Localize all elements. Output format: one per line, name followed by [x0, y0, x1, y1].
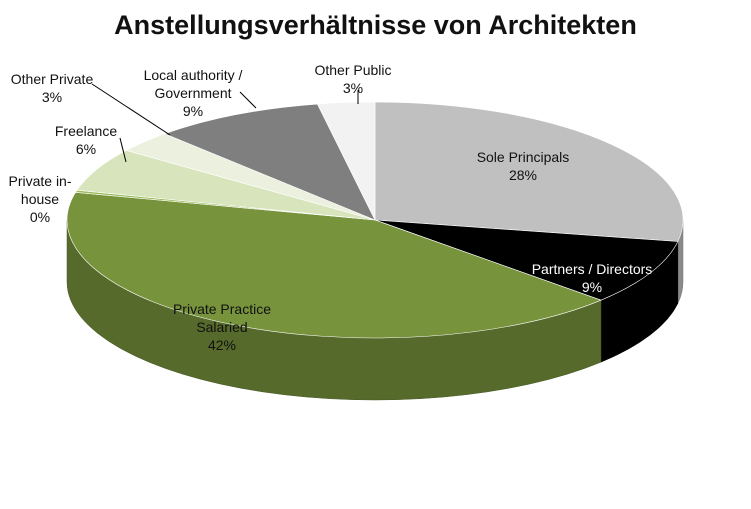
slice-label-0: Sole Principals 28% — [477, 149, 570, 183]
leader-line-6 — [239, 91, 257, 109]
pie-labels: Sole Principals 28% Partners / Directors 9%… — [8, 62, 652, 353]
pie-slice-2 — [66, 192, 602, 339]
pie-slice-6 — [163, 103, 376, 221]
slice-label-2: Private Practice Salaried 42% — [173, 301, 271, 353]
pie-leader-lines — [91, 83, 359, 163]
pie-slice-0 — [374, 101, 684, 242]
pie-slice-7 — [316, 101, 376, 221]
leader-line-4 — [119, 137, 127, 163]
slice-label-6: Local authority / Government 9% — [144, 67, 243, 119]
slice-label-5: Other Private 3% — [11, 71, 94, 105]
chart-title: Anstellungsverhältnisse von Architekten — [114, 10, 637, 40]
slice-label-3: Private in-house 0% — [8, 173, 71, 225]
slice-label-1: Partners / Directors 9% — [532, 261, 653, 295]
slice-label-7: Other Public 3% — [314, 62, 391, 96]
leader-line-5 — [91, 83, 171, 136]
slice-label-4: Freelance 6% — [55, 123, 117, 157]
pie-top — [66, 101, 684, 339]
pie-slice-1 — [374, 219, 679, 301]
